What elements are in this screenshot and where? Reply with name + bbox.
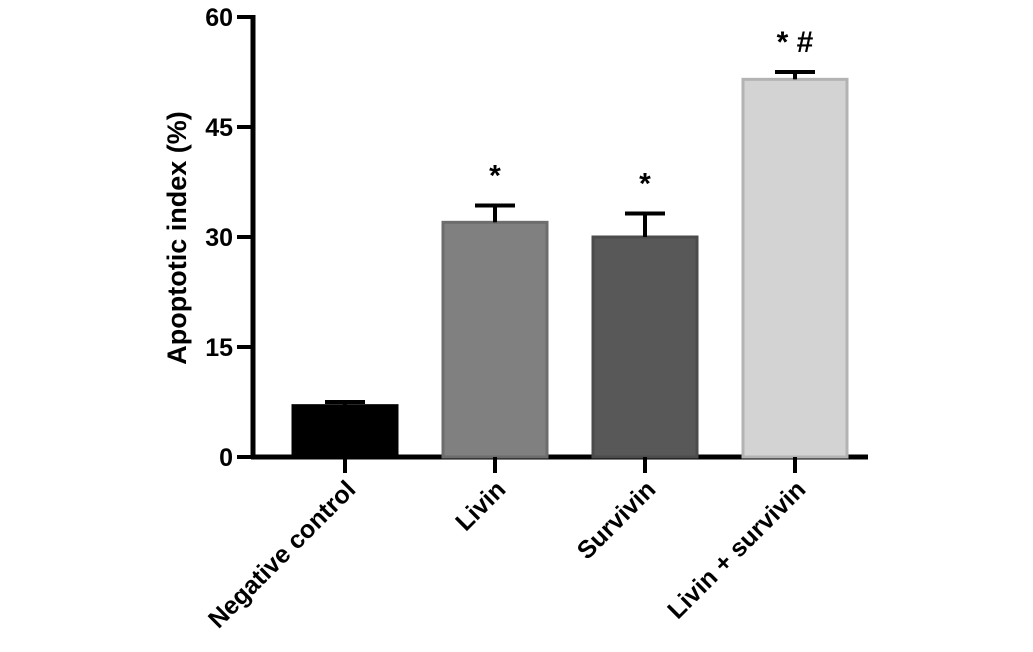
annotation-livin: *: [489, 159, 501, 192]
error-bar-livin: [475, 203, 515, 223]
bar-negative-control: [291, 404, 399, 459]
bars: [291, 77, 849, 459]
x-tick-labels: Negative control Livin Survivin Livin + sur…: [203, 457, 811, 634]
y-tick-label: 15: [205, 334, 233, 362]
x-tick-label-livin: Livin: [450, 475, 511, 536]
error-bar-survivin: [625, 211, 665, 237]
y-tick-label: 30: [205, 224, 233, 252]
x-tick-label-livin-survivin: Livin + survivin: [662, 475, 811, 624]
bar-livin-survivin: [741, 77, 849, 459]
y-tick-label: 45: [205, 114, 233, 142]
annotation-survivin: *: [639, 168, 651, 201]
y-tick-label: 60: [205, 4, 233, 32]
x-tick-label-survivin: Survivin: [572, 475, 662, 565]
error-bars: [325, 70, 815, 406]
error-bar-negative-control: [325, 400, 365, 406]
error-bar-livin-survivin: [775, 70, 815, 80]
x-tick-label-negative-control: Negative control: [203, 475, 361, 633]
y-axis-title: Apoptotic index (%): [162, 111, 192, 364]
y-ticks: 0 15 30 45 60: [205, 4, 253, 472]
y-tick-label: 0: [219, 444, 233, 472]
bar-survivin: [591, 235, 699, 459]
bar-livin: [441, 220, 549, 459]
significance-annotations: * * * #: [489, 26, 814, 201]
annotation-livin-survivin: * #: [777, 26, 814, 59]
